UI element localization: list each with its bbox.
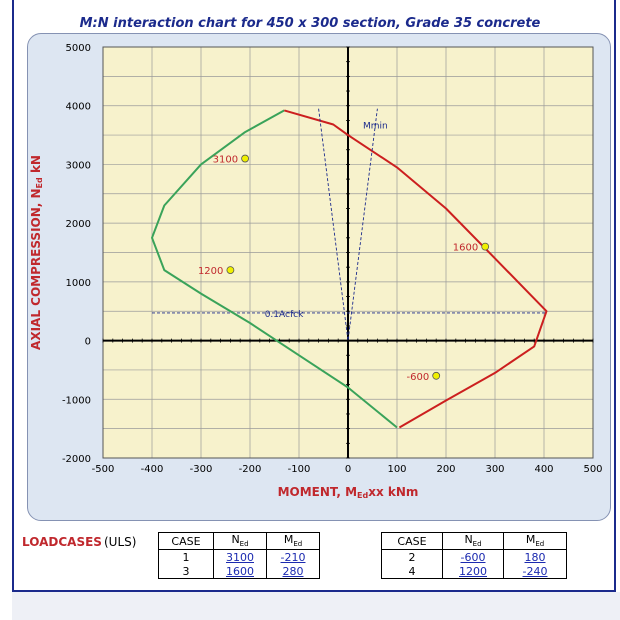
col-ned: NEd <box>442 532 504 550</box>
y-axis-title: AXIAL COMPRESSION, NEd kN <box>29 155 44 350</box>
series-line-3 <box>318 108 378 342</box>
load-point-label: 3100 <box>213 155 238 166</box>
load-point-label: 1600 <box>453 243 478 254</box>
x-tick-label: 200 <box>436 464 455 475</box>
ned-link[interactable]: 1600 <box>226 564 254 578</box>
load-point <box>432 371 441 380</box>
x-tick-label: 400 <box>534 464 553 475</box>
ned-link[interactable]: 1200 <box>459 564 487 578</box>
series-line-1 <box>151 109 398 429</box>
x-tick-label: 500 <box>583 464 602 475</box>
x-axis-title: MOMENT, MEdxx kNm <box>278 485 419 500</box>
loadcase-table-right: CASE NEd MEd 2 -600 180 4 1200 -240 <box>381 532 567 579</box>
chart-title: M:N interaction chart for 450 x 300 sect… <box>79 16 541 31</box>
loadcases-label: LOADCASES <box>22 535 102 549</box>
y-tick-label: -2000 <box>62 454 91 465</box>
col-med: MEd <box>266 532 320 550</box>
x-tick-label: -500 <box>92 464 115 475</box>
x-tick-label: -100 <box>288 464 311 475</box>
case-number: 3 <box>158 564 214 579</box>
load-point <box>241 154 250 163</box>
below-area <box>12 592 620 620</box>
load-point-label: -600 <box>406 372 429 383</box>
case-number: 1 <box>158 549 214 564</box>
y-tick-label: 4000 <box>66 102 91 113</box>
x-tick-label: -200 <box>239 464 262 475</box>
med-link[interactable]: -240 <box>522 564 548 578</box>
x-tick-label: -300 <box>190 464 213 475</box>
reference-line-label: 0.1Acfck <box>265 310 304 320</box>
y-tick-label: -1000 <box>62 395 91 406</box>
y-tick-label: 0 <box>85 337 91 348</box>
y-tick-label: 3000 <box>66 160 91 171</box>
x-tick-label: 100 <box>387 464 406 475</box>
med-link[interactable]: 280 <box>282 564 304 578</box>
loadcases-type: (ULS) <box>104 535 137 549</box>
table-row: 2 -600 180 <box>381 549 567 564</box>
ned-link[interactable]: 3100 <box>226 550 254 564</box>
load-point <box>481 242 490 251</box>
x-tick-label: -400 <box>141 464 164 475</box>
ned-link[interactable]: -600 <box>460 550 486 564</box>
col-case: CASE <box>158 532 214 550</box>
y-tick-label: 2000 <box>66 219 91 230</box>
loadcase-table-left: CASE NEd MEd 1 3100 -210 3 1600 280 <box>158 532 320 579</box>
y-tick-label: 5000 <box>66 43 91 54</box>
col-ned: NEd <box>213 532 267 550</box>
x-tick-label: 0 <box>345 464 351 475</box>
col-case: CASE <box>381 532 443 550</box>
series-line-2 <box>284 109 548 429</box>
table-row: 4 1200 -240 <box>381 564 567 579</box>
load-point <box>226 266 235 275</box>
y-tick-label: 1000 <box>66 278 91 289</box>
case-number: 4 <box>381 564 443 579</box>
case-number: 2 <box>381 549 443 564</box>
mmin-label: Mmin <box>363 122 388 132</box>
med-link[interactable]: 180 <box>524 550 546 564</box>
col-med: MEd <box>503 532 567 550</box>
load-point-label: 1200 <box>198 266 223 277</box>
table-row: 1 3100 -210 <box>158 549 320 564</box>
med-link[interactable]: -210 <box>280 550 306 564</box>
x-tick-label: 300 <box>485 464 504 475</box>
table-row: 3 1600 280 <box>158 564 320 579</box>
